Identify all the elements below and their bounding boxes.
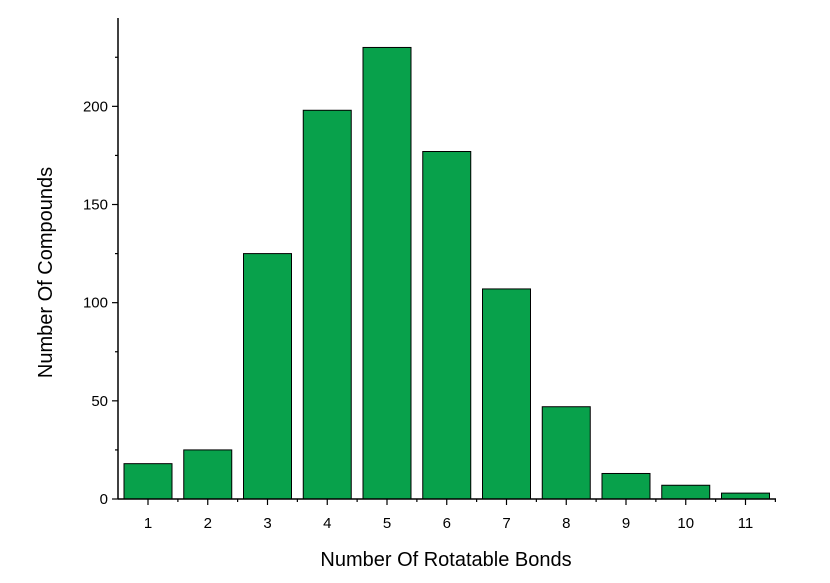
x-axis-title: Number Of Rotatable Bonds [320,549,571,571]
x-tick-label: 7 [502,515,510,532]
bar-10 [661,484,711,500]
bars-group [123,46,770,500]
bar-11 [721,492,770,500]
x-tick-label: 6 [443,515,451,532]
x-tick-label: 10 [677,515,694,532]
bar-4 [302,109,352,500]
x-tick-label: 2 [204,515,212,532]
x-tick-label: 3 [263,515,271,532]
x-tick-label: 8 [562,515,570,532]
y-axis-title: Number Of Compounds [35,167,57,378]
bar-6 [422,151,472,500]
y-tick-label: 50 [91,393,108,410]
bar-5 [362,46,412,500]
bar-1 [123,463,173,500]
bar-8 [541,406,591,500]
bar-9 [601,472,651,500]
y-tick-label: 200 [83,98,108,115]
x-tick-label: 9 [622,515,630,532]
bar-3 [243,253,292,500]
bar-2 [183,449,233,500]
bar-7 [482,288,531,500]
x-tick-label: 4 [323,515,331,532]
y-tick-label: 150 [83,197,108,214]
x-tick-label: 5 [383,515,391,532]
x-ticks-group: 1 2 3 4 5 6 7 8 9 10 11 [144,499,776,532]
x-tick-label: 11 [738,515,754,532]
x-tick-label: 1 [144,515,152,532]
y-ticks-group: 0 50 100 150 200 [83,56,118,508]
y-tick-label: 100 [83,295,108,312]
y-tick-label: 0 [100,491,108,508]
